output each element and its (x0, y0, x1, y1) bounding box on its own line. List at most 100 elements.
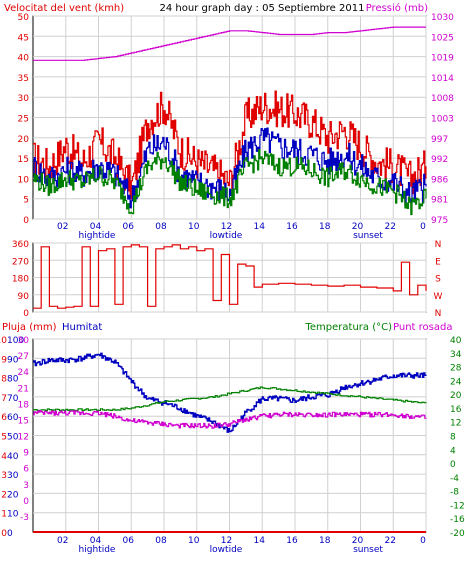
sunset-marker-label: sunset (353, 545, 383, 555)
hour-tick-label: 10 (188, 536, 200, 546)
temperature-right-tick-label: 16 (450, 405, 462, 415)
temperature-left-tick-label: 18 (18, 400, 30, 410)
hour-tick-label: 06 (123, 536, 135, 546)
pressure-tick-label: 992 (431, 155, 448, 165)
pressure-tick-label: 1030 (431, 13, 454, 23)
hour-tick-label: 12 (221, 222, 232, 232)
temperature-right-tick-label: 4 (450, 446, 456, 456)
compass-tick-label: W (434, 292, 443, 302)
temperature-line (33, 386, 427, 412)
humidity-tick-label: 80 (7, 375, 19, 385)
rain-tick-label: 9 (1, 355, 7, 365)
rain-tick-label: 5 (1, 433, 7, 443)
rain-tick-label: 3 (1, 471, 7, 481)
temperature-right-tick-label: 0 (450, 460, 456, 470)
rain-tick-label: 2 (1, 490, 7, 500)
temperature-left-tick-label: 15 (18, 416, 29, 426)
wind-tick-label: 40 (18, 54, 30, 64)
compass-tick-label: S (435, 275, 441, 285)
humidity-tick-label: 10 (7, 510, 19, 520)
temperature-right-tick-label: -8 (450, 488, 459, 498)
pressure-tick-label: 1019 (431, 54, 454, 64)
dewpoint-axis-title: Punt rosada (393, 322, 452, 333)
hour-tick-label: 16 (286, 536, 298, 546)
pressure-tick-label: 975 (431, 216, 448, 226)
graph-title: 24 hour graph day : 05 Septiembre 2011 (160, 3, 365, 14)
pressure-tick-label: 1014 (431, 74, 454, 84)
wind-pressure-series (33, 26, 427, 216)
humidity-axis-title: Humitat (62, 322, 102, 333)
hour-tick-label: 02 (57, 536, 68, 546)
temperature-right-tick-label: 24 (450, 377, 462, 387)
wind-minimum-line (33, 149, 427, 216)
hour-tick-label: 0 (420, 222, 426, 232)
compass-tick-label: N (435, 240, 442, 250)
compass-tick-label: N (435, 309, 442, 319)
sunset-marker-label: sunset (353, 231, 383, 241)
temperature-right-tick-label: 12 (450, 419, 461, 429)
wind-panel-grid (33, 15, 427, 220)
temperature-right-tick-label: 20 (450, 391, 462, 401)
direction-tick-label: 180 (12, 275, 29, 285)
temperature-right-tick-label: 28 (450, 364, 462, 374)
pressure-tick-label: 1008 (431, 94, 454, 104)
humidity-tick-label: 50 (7, 433, 19, 443)
pressure-tick-label: 981 (431, 196, 448, 206)
rain-axis-title: Pluja (mm) (2, 322, 57, 333)
temperature-right-tick-label: -4 (450, 474, 459, 484)
rain-tick-label: 10 (0, 336, 7, 346)
hour-tick-label: 18 (319, 536, 331, 546)
pressure-tick-label: 997 (431, 135, 448, 145)
wind-average-line (33, 127, 427, 209)
wind-gust-line (33, 90, 427, 200)
temperature-left-tick-label: -3 (20, 513, 29, 523)
rain-tick-label: 1 (1, 510, 7, 520)
tide-marker-label: lowtide (210, 545, 243, 555)
direction-tick-label: 90 (18, 292, 30, 302)
wind-panel-tick-labels: 0 5 10 15 20 25 30 35 40 45 50 975 981 986 992 997 1003 1… (18, 13, 455, 241)
humidity-tick-label: 60 (7, 413, 19, 423)
hour-tick-label: 10 (188, 222, 200, 232)
hour-tick-label: 08 (155, 222, 167, 232)
humidity-tick-label: 100 (7, 336, 24, 346)
temperature-right-tick-label: 40 (450, 336, 462, 346)
rain-tick-label: 7 (1, 394, 7, 404)
temperature-right-tick-label: -20 (450, 529, 465, 539)
hour-tick-label: 12 (221, 536, 232, 546)
wind-tick-label: 45 (18, 33, 29, 43)
humidity-tick-label: 70 (7, 394, 19, 404)
pressure-tick-label: 1003 (431, 115, 454, 125)
wind-direction-line (33, 244, 427, 309)
temperature-right-tick-label: 8 (450, 433, 456, 443)
temperature-left-tick-label: 9 (23, 449, 29, 459)
temperature-left-tick-label: 27 (18, 352, 29, 362)
direction-tick-label: 270 (12, 257, 29, 267)
wind-tick-label: 30 (18, 94, 30, 104)
temperature-left-tick-label: 0 (23, 497, 29, 507)
rain-tick-label: 8 (1, 375, 7, 385)
temperature-right-tick-label: 34 (450, 350, 462, 360)
wind-direction-series (33, 244, 427, 309)
temperature-left-tick-label: 24 (18, 368, 30, 378)
hour-tick-label: 14 (254, 222, 266, 232)
wind-tick-label: 20 (18, 135, 30, 145)
wind-tick-label: 10 (18, 175, 30, 185)
hour-tick-label: 22 (385, 222, 396, 232)
hour-tick-label: 20 (352, 222, 364, 232)
temperature-left-tick-label: 12 (18, 433, 29, 443)
pressure-tick-label: 1025 (431, 33, 454, 43)
rain-tick-label: 6 (1, 413, 7, 423)
hour-tick-label: 18 (319, 222, 331, 232)
hour-tick-label: 06 (123, 222, 135, 232)
rain-tick-label: 4 (1, 452, 7, 462)
hour-tick-label: 04 (90, 536, 102, 546)
humidity-tick-label: 30 (7, 471, 19, 481)
hour-tick-label: 22 (385, 536, 396, 546)
wind-tick-label: 0 (23, 216, 29, 226)
tide-marker-label: lowtide (210, 231, 243, 241)
hour-tick-label: 0 (420, 536, 426, 546)
hour-tick-label: 16 (286, 222, 298, 232)
